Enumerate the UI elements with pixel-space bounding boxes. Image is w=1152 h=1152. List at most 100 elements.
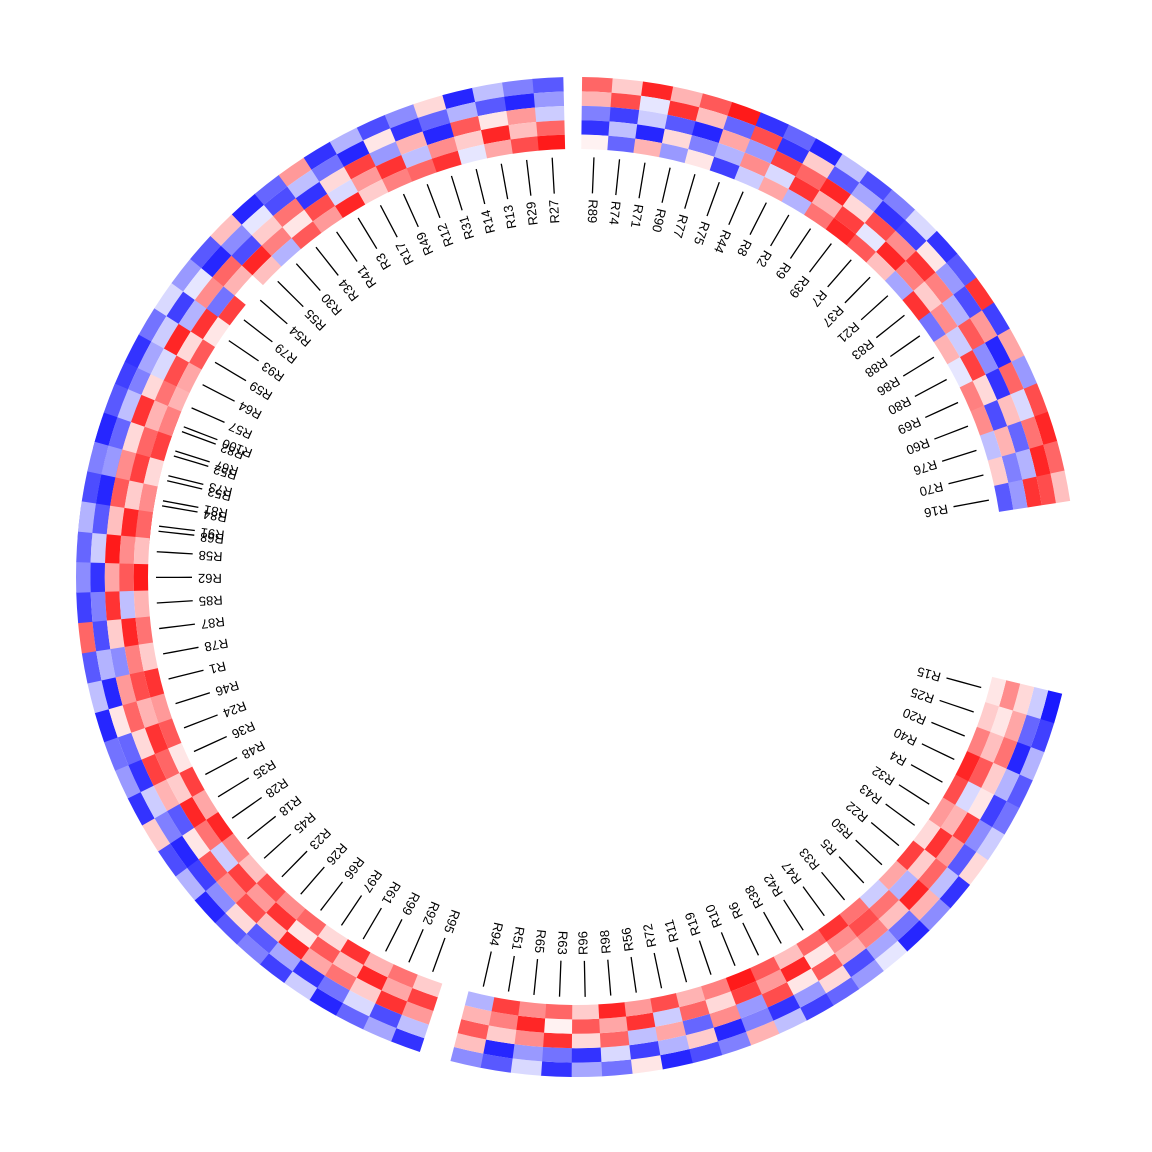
heatmap-cell-R65-track-2 bbox=[512, 1044, 544, 1062]
heatmap-cell-R85-track-4 bbox=[119, 590, 136, 620]
heatmap-cell-R89-track-1 bbox=[581, 77, 614, 93]
heatmap-cell-R45-track-2 bbox=[205, 881, 236, 914]
heatmap-cell-R25-track-5 bbox=[976, 702, 1000, 733]
leader-line-R36 bbox=[193, 735, 227, 753]
heatmap-cell-R49-track-2 bbox=[363, 128, 397, 154]
heatmap-cell-R7-track-1 bbox=[882, 189, 916, 221]
heatmap-cell-R15-track-5 bbox=[985, 676, 1007, 707]
heatmap-cell-R55-track-3 bbox=[231, 234, 262, 266]
leader-line-R55 bbox=[277, 280, 304, 308]
heatmap-cell-R49-track-4 bbox=[375, 154, 408, 180]
leader-line-R10 bbox=[720, 932, 736, 966]
heatmap-cell-R91-track-4 bbox=[121, 507, 139, 537]
leader-line-R1 bbox=[168, 669, 204, 680]
heatmap-cell-R5-track-5 bbox=[859, 879, 889, 909]
heatmap-cell-R30-track-4 bbox=[261, 226, 292, 257]
row-label-R80: R80 bbox=[886, 394, 914, 418]
heatmap-cell-R44-track-3 bbox=[744, 139, 777, 164]
row-label-R97: R97 bbox=[360, 867, 386, 895]
heatmap-cell-R44-track-5 bbox=[734, 165, 765, 190]
heatmap-cell-R17-track-1 bbox=[329, 127, 364, 155]
leader-line-R24 bbox=[183, 714, 218, 729]
heatmap-cell-R86-track-3 bbox=[957, 318, 986, 351]
heatmap-cell-R64-track-2 bbox=[137, 341, 165, 375]
leader-line-R63 bbox=[558, 960, 562, 997]
heatmap-cell-R45-track-3 bbox=[216, 872, 247, 904]
row-label-R87: R87 bbox=[200, 614, 226, 632]
row-label-R12: R12 bbox=[434, 221, 456, 249]
heatmap-cell-R33-track-1 bbox=[874, 940, 908, 972]
heatmap-cell-R50-track-1 bbox=[919, 898, 951, 931]
heatmap-cell-R99-track-5 bbox=[363, 952, 394, 978]
heatmap-cell-R81-track-1 bbox=[81, 470, 102, 504]
heatmap-cell-R83-track-5 bbox=[902, 290, 931, 321]
leader-line-R89 bbox=[591, 157, 595, 194]
heatmap-cell-R27-track-2 bbox=[533, 91, 565, 108]
heatmap-cell-R37-track-4 bbox=[876, 241, 906, 272]
leader-line-R45 bbox=[263, 833, 292, 859]
heatmap-cell-R81-track-4 bbox=[124, 480, 144, 511]
heatmap-cell-R56-track-4 bbox=[625, 1012, 656, 1031]
heatmap-cell-R48-track-1 bbox=[127, 791, 155, 826]
row-label-R59: R59 bbox=[247, 378, 275, 403]
row-label-R30: R30 bbox=[318, 291, 345, 319]
heatmap-cell-R12-track-2 bbox=[390, 117, 423, 142]
heatmap-cell-R70-track-4 bbox=[1001, 452, 1023, 484]
heatmap-cell-R29-track-1 bbox=[502, 78, 535, 97]
heatmap-cell-R19-track-3 bbox=[709, 1004, 742, 1028]
heatmap-cell-R22-track-5 bbox=[896, 840, 925, 871]
heatmap-cell-R85-track-2 bbox=[90, 591, 107, 622]
heatmap-cell-R76-track-5 bbox=[979, 430, 1002, 461]
heatmap-cell-R85-track-1 bbox=[76, 591, 93, 624]
heatmap-cell-R2-track-1 bbox=[809, 138, 843, 167]
row-label-R50: R50 bbox=[828, 815, 856, 842]
leader-line-R46 bbox=[175, 692, 211, 705]
heatmap-cell-R99-track-3 bbox=[349, 977, 382, 1004]
leader-line-R86 bbox=[902, 356, 935, 377]
heatmap-cell-R93-track-1 bbox=[154, 282, 184, 317]
heatmap-cell-R34-track-3 bbox=[273, 197, 305, 228]
heatmap-cell-R90-track-4 bbox=[661, 128, 693, 150]
leader-line-R61 bbox=[362, 907, 382, 940]
heatmap-cell-R88-track-1 bbox=[964, 277, 995, 311]
heatmap-cell-R96-track-4 bbox=[571, 1018, 600, 1034]
heatmap-cell-R50-track-5 bbox=[878, 860, 908, 891]
heatmap-cell-R46-track-1 bbox=[94, 708, 118, 743]
leader-line-R92 bbox=[408, 929, 424, 963]
leader-line-R44 bbox=[728, 191, 744, 225]
row-label-R14: R14 bbox=[478, 208, 498, 235]
heatmap-cell-R28-track-5 bbox=[206, 811, 234, 843]
heatmap-cell-R45-track-5 bbox=[238, 853, 268, 884]
heatmap-cell-R14-track-2 bbox=[446, 101, 479, 123]
heatmap-cell-R39-track-3 bbox=[842, 194, 875, 224]
heatmap-cell-R85-track-5 bbox=[133, 590, 150, 618]
heatmap-cell-R6-track-1 bbox=[773, 1007, 807, 1034]
heatmap-cell-R66-track-2 bbox=[268, 941, 302, 972]
heatmap-cell-R26-track-5 bbox=[275, 891, 306, 920]
heatmap-cell-R88-track-2 bbox=[953, 286, 983, 319]
heatmap-cell-R39-track-4 bbox=[834, 206, 865, 235]
row-label-R65: R65 bbox=[532, 929, 549, 954]
leader-line-R27 bbox=[551, 157, 555, 194]
heatmap-cell-R94-track-4 bbox=[461, 1005, 492, 1026]
leader-line-R99 bbox=[385, 919, 403, 952]
leader-line-R25 bbox=[939, 699, 974, 713]
heatmap-cell-R28-track-3 bbox=[181, 827, 211, 860]
row-label-R18: R18 bbox=[276, 793, 304, 820]
heatmap-cell-R71-track-5 bbox=[633, 138, 663, 158]
heatmap-cell-R44-track-4 bbox=[739, 152, 771, 177]
row-label-R33: R33 bbox=[796, 845, 823, 873]
leader-line-R26 bbox=[300, 866, 325, 895]
row-label-R8: R8 bbox=[734, 237, 755, 259]
heatmap-cell-R59-track-4 bbox=[176, 331, 204, 363]
heatmap-cell-R87-track-2 bbox=[92, 620, 111, 652]
heatmap-cell-R26-track-3 bbox=[256, 912, 288, 943]
heatmap-cell-R79-track-4 bbox=[206, 286, 235, 317]
heatmap-cell-R37-track-2 bbox=[895, 220, 927, 252]
row-label-R71: R71 bbox=[628, 203, 647, 229]
row-label-R1: R1 bbox=[208, 658, 228, 677]
heatmap-cell-R62-track-4 bbox=[119, 563, 134, 592]
heatmap-cell-R69-track-3 bbox=[985, 368, 1011, 401]
leader-line-R90 bbox=[661, 167, 671, 203]
